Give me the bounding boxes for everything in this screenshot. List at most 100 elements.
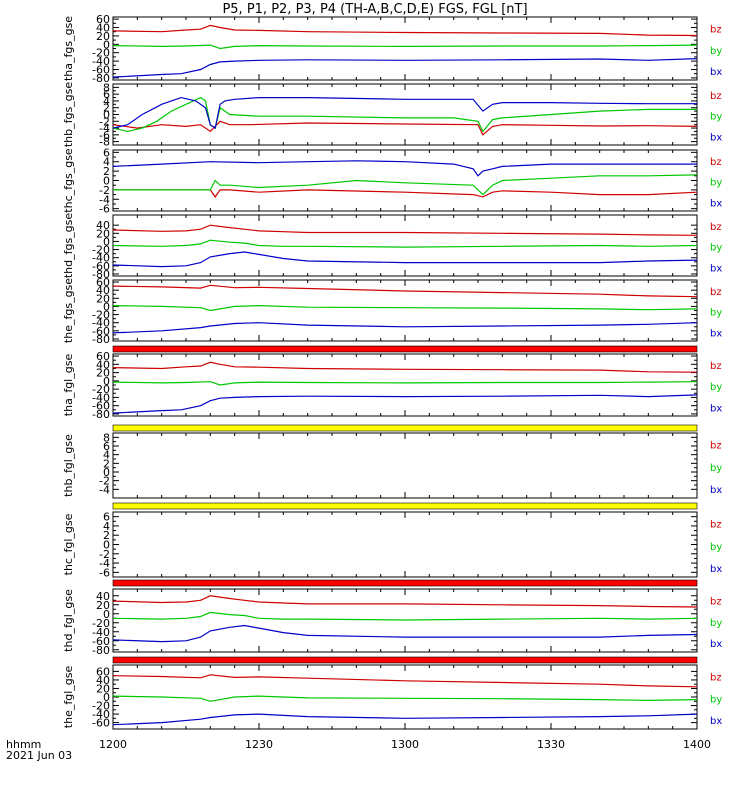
y-tick-label: 0 [103,175,110,188]
legend-bx: bx [710,564,722,575]
y-tick-label: 40 [96,284,110,297]
y-tick-label: -40 [92,391,110,404]
series-line-bx [112,58,698,78]
legend-by: by [710,308,722,319]
y-tick-label: 6 [103,88,110,101]
legend-bz: bz [710,91,722,102]
legend-bx: bx [710,263,722,274]
y-tick-label: -6 [99,203,110,216]
series-line-bz [112,674,698,688]
panel-ylabel: thb_fgl_gse [62,434,75,497]
legend-by: by [710,382,722,393]
y-tick-label: 2 [103,165,110,178]
series-line-bx [112,713,698,726]
series-line-bx [112,322,698,334]
y-tick-label: -20 [92,47,110,60]
legend-by: by [710,112,722,123]
series-line-by [113,174,698,196]
series-line-bz [113,189,698,198]
x-axis-units-label: hhmm [6,738,41,751]
series-line-bx [112,160,697,177]
y-tick-label: 4 [103,156,110,169]
legend-by: by [710,618,722,629]
series-line-by [112,611,698,621]
chart-title: P5, P1, P2, P3, P4 (TH-A,B,C,D,E) FGS, F… [222,2,527,17]
panel-ylabel: thb_fgs_gse [62,82,75,148]
y-tick-label: 60 [96,665,110,678]
legend-bz: bz [710,24,722,35]
legend-bx: bx [710,639,722,650]
y-tick-label: -2 [99,115,110,128]
y-tick-label: -40 [92,317,110,330]
mode-bar [112,579,698,587]
y-tick-label: -60 [92,64,110,77]
series-line-bz [112,24,698,37]
x-axis-date-label: 2021 Jun 03 [6,749,72,762]
y-tick-label: -60 [92,635,110,648]
series-line-bz [112,120,698,136]
legend-bx: bx [710,132,722,143]
legend-bx: bx [710,485,722,496]
y-tick-label: -80 [92,268,110,281]
y-tick-label: 0 [103,466,110,479]
y-tick-label: 20 [96,292,110,305]
series-line-by [112,96,697,133]
y-tick-label: 4 [103,449,110,462]
panel-frame [112,149,698,212]
legend-bz: bz [710,596,722,607]
series-line-bz [112,224,698,236]
y-tick-label: 60 [96,276,110,289]
legend-bx: bx [710,403,722,414]
y-tick-label: 20 [96,367,110,380]
y-tick-label: 0 [103,38,110,51]
panel-ylabel: thc_fgs_gse [62,148,75,213]
series-line-by [112,695,698,702]
y-tick-label: -80 [92,72,110,85]
y-tick-label: 0 [103,235,110,248]
panel-frame [112,16,698,81]
y-tick-label: -80 [92,333,110,346]
y-tick-label: 6 [103,146,110,159]
mode-bar [112,502,698,510]
y-tick-label: -2 [99,475,110,488]
y-tick-label: 6 [103,511,110,524]
series-line-bz [112,595,698,608]
y-tick-label: 20 [96,682,110,695]
y-tick-label: 0 [103,539,110,552]
y-tick-label: -80 [92,408,110,421]
y-tick-label: 60 [96,13,110,26]
y-tick-label: -60 [92,260,110,273]
series-line-bx [112,624,698,643]
legend-bz: bz [710,441,722,452]
y-tick-label: -40 [92,55,110,68]
legend-bx: bx [710,67,722,78]
y-tick-label: 6 [103,440,110,453]
y-tick-label: 0 [103,691,110,704]
y-tick-label: -80 [92,644,110,657]
y-tick-label: -4 [99,122,110,135]
panel-ylabel: the_fgl_gse [62,666,75,729]
series-line-by [112,381,698,386]
y-tick-label: -20 [92,700,110,713]
y-tick-label: 40 [96,674,110,687]
y-tick-label: 2 [103,102,110,115]
y-tick-label: -4 [99,557,110,570]
x-tick-label: 1230 [245,738,273,751]
legend-bx: bx [710,716,722,727]
series-line-bz [112,284,698,298]
x-tick-label: 1200 [99,738,127,751]
y-tick-label: -20 [92,383,110,396]
y-tick-label: 0 [103,109,110,122]
legend-bz: bz [710,157,722,168]
series-line-by [112,44,698,50]
y-tick-label: -20 [92,617,110,630]
panel-ylabel: thd_fgl_gse [62,589,75,652]
y-tick-label: -60 [92,717,110,730]
